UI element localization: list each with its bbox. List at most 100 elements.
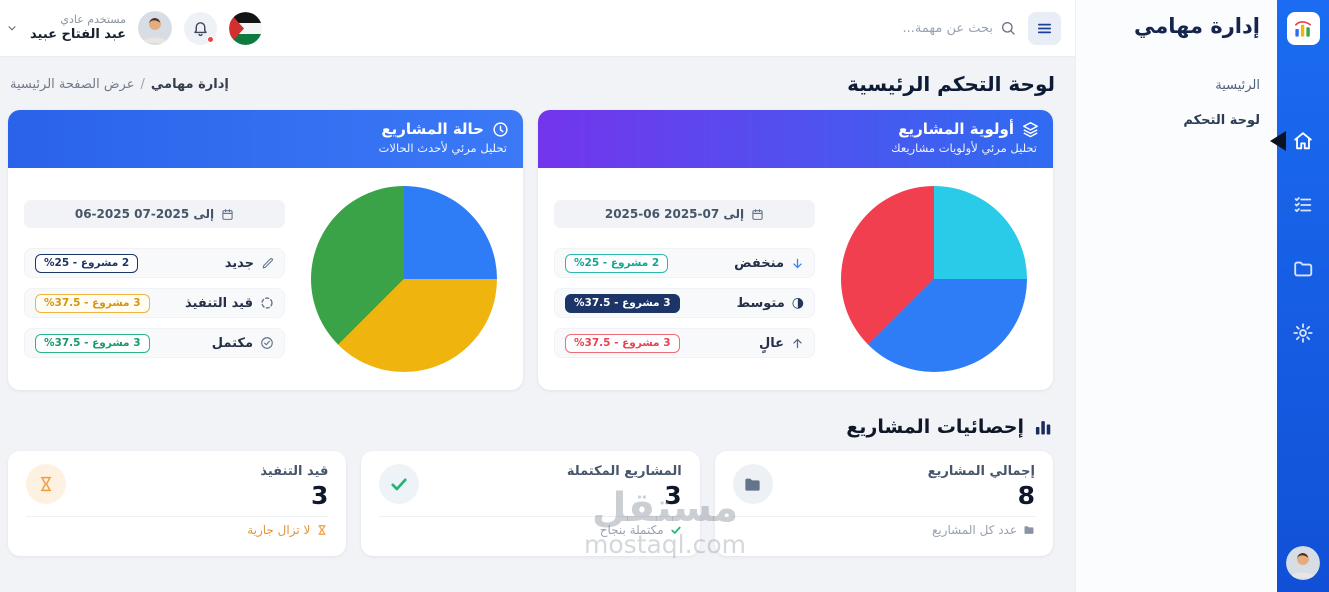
user-name: عبد الفتاح عبيد xyxy=(30,26,127,42)
status-pie-chart xyxy=(311,186,497,372)
icon-rail xyxy=(1270,0,1329,592)
status-date-text: 06-2025 إلى 2025-07 xyxy=(74,207,215,221)
topbar: مستخدم عادي عبد الفتاح عبيد xyxy=(0,0,1075,57)
menu-button[interactable] xyxy=(1028,11,1061,45)
legend-label: عالٍ xyxy=(758,335,784,351)
priority-date-range: 2025-06 إلى 07-2025 xyxy=(554,200,815,228)
active-page-pointer-icon xyxy=(1270,131,1286,151)
clock-icon xyxy=(492,121,509,138)
logo-chart-icon xyxy=(1292,18,1314,40)
stat-footer-text: مكتملة بنجاح xyxy=(599,523,664,537)
search-box xyxy=(881,20,1016,36)
stat-value: 8 xyxy=(1017,481,1035,510)
priority-legend: 2025-06 إلى 07-2025 منخفض 2 مشروع - 25% xyxy=(554,182,815,358)
legend-label: متوسط xyxy=(736,295,785,311)
hourglass-small-icon xyxy=(316,524,328,536)
language-flag-button[interactable] xyxy=(229,11,263,45)
legend-badge: 3 مشروع - 37.5% xyxy=(565,293,680,313)
priority-pie-chart xyxy=(841,186,1027,372)
folder-small-icon xyxy=(1023,524,1035,536)
priority-pie-wrap xyxy=(831,182,1037,372)
spinner-icon xyxy=(260,296,274,310)
projects-folder-icon[interactable] xyxy=(1291,257,1315,281)
status-card: حالة المشاريع تحليل مرئي لأحدث الحالات 0… xyxy=(8,110,523,390)
search-input[interactable] xyxy=(881,20,993,36)
legend-label: منخفض xyxy=(734,255,784,271)
app-logo[interactable] xyxy=(1286,12,1320,45)
main-content: مستخدم عادي عبد الفتاح عبيد لوحة التحكم … xyxy=(0,0,1075,559)
legend-row-medium: ◑ متوسط 3 مشروع - 37.5% xyxy=(554,288,815,318)
stat-value: 3 xyxy=(664,481,682,510)
divider xyxy=(379,516,682,517)
legend-label: مكتمل xyxy=(211,335,253,351)
page-header-row: لوحة التحكم الرئيسية إدارة مهامي / عرض الص… xyxy=(0,57,1075,104)
stats-section-heading: إحصائيات المشاريع xyxy=(0,390,1075,451)
legend-row-high: عالٍ 3 مشروع - 37.5% xyxy=(554,328,815,358)
panel-nav: الرئيسية لوحة التحكم xyxy=(1076,68,1277,138)
stat-card-completed: المشاريع المكتملة 3 مكتملة بنجاح xyxy=(361,451,700,556)
stat-card-inprogress: قيد التنفيذ 3 لا تزال جارية xyxy=(8,451,347,556)
stat-footer: لا تزال جارية xyxy=(26,523,328,537)
breadcrumb-page[interactable]: عرض الصفحة الرئيسية xyxy=(10,76,135,92)
check-icon xyxy=(379,464,420,504)
home-icon[interactable] xyxy=(1291,129,1315,153)
status-card-subtitle: تحليل مرئي لأحدث الحالات xyxy=(378,141,507,155)
status-date-range: 06-2025 إلى 2025-07 xyxy=(24,200,285,228)
breadcrumb-app[interactable]: إدارة مهامي xyxy=(150,76,229,92)
stats-heading-text: إحصائيات المشاريع xyxy=(846,416,1024,438)
hourglass-icon xyxy=(26,464,67,504)
legend-badge: 3 مشروع - 37.5% xyxy=(35,333,150,353)
priority-card-title: أولوية المشاريع xyxy=(898,120,1014,138)
stat-cards-row: إجمالي المشاريع 8 عدد كل المشاريع المشار… xyxy=(0,451,1075,556)
calendar-icon xyxy=(751,208,764,221)
search-icon[interactable] xyxy=(1000,20,1016,36)
stat-value: 3 xyxy=(310,481,329,510)
priority-card-subtitle: تحليل مرئي لأولويات مشاريعك xyxy=(891,141,1037,155)
calendar-icon xyxy=(221,208,234,221)
legend-label: جديد xyxy=(224,255,254,271)
user-role: مستخدم عادي xyxy=(60,13,127,26)
status-legend: 06-2025 إلى 2025-07 جديد 2 مشروع - 25% xyxy=(24,182,285,358)
side-panel: إدارة مهامي الرئيسية لوحة التحكم xyxy=(1075,0,1277,592)
legend-badge: 3 مشروع - 37.5% xyxy=(565,333,680,353)
hamburger-icon xyxy=(1036,20,1053,37)
legend-row-inprogress: قيد التنفيذ 3 مشروع - 37.5% xyxy=(24,288,285,318)
pencil-icon xyxy=(261,257,274,270)
legend-badge: 2 مشروع - 25% xyxy=(35,253,139,273)
stat-footer-text: عدد كل المشاريع xyxy=(931,523,1017,537)
legend-row-low: منخفض 2 مشروع - 25% xyxy=(554,248,815,278)
analytics-cards-row: أولوية المشاريع تحليل مرئي لأولويات مشار… xyxy=(0,104,1075,390)
gear-icon[interactable] xyxy=(1291,321,1315,345)
sidebar-item-home[interactable]: الرئيسية xyxy=(1215,78,1260,93)
page-title: لوحة التحكم الرئيسية xyxy=(847,72,1055,96)
user-menu[interactable]: مستخدم عادي عبد الفتاح عبيد xyxy=(30,13,126,43)
layers-icon xyxy=(1022,121,1039,138)
tasks-list-icon[interactable] xyxy=(1291,193,1315,217)
divider xyxy=(732,516,1035,517)
palestine-flag-icon xyxy=(229,11,263,45)
sidebar-item-dashboard[interactable]: لوحة التحكم xyxy=(1183,113,1260,128)
legend-badge: 2 مشروع - 25% xyxy=(565,253,669,273)
priority-card-header: أولوية المشاريع تحليل مرئي لأولويات مشار… xyxy=(538,110,1053,168)
legend-row-completed: مكتمل 3 مشروع - 37.5% xyxy=(24,328,285,358)
stat-title: قيد التنفيذ xyxy=(260,464,329,479)
rail-nav xyxy=(1291,129,1315,345)
notifications-button[interactable] xyxy=(184,11,218,45)
folder-icon xyxy=(732,464,773,504)
divider xyxy=(26,516,329,517)
stat-footer: عدد كل المشاريع xyxy=(733,523,1035,537)
legend-badge: 3 مشروع - 37.5% xyxy=(35,293,150,313)
check-circle-icon xyxy=(260,336,274,350)
notification-badge-dot xyxy=(207,35,215,43)
arrow-down-icon xyxy=(791,257,804,270)
check-small-icon xyxy=(670,524,682,536)
status-pie-wrap xyxy=(301,182,507,372)
user-avatar[interactable] xyxy=(138,11,173,45)
priority-card: أولوية المشاريع تحليل مرئي لأولويات مشار… xyxy=(538,110,1053,390)
breadcrumb: إدارة مهامي / عرض الصفحة الرئيسية xyxy=(10,77,229,92)
app-title: إدارة مهامي xyxy=(1134,14,1260,38)
status-card-title: حالة المشاريع xyxy=(381,120,484,138)
bar-chart-icon xyxy=(1033,417,1053,437)
stat-title: المشاريع المكتملة xyxy=(566,464,682,479)
rail-user-avatar[interactable] xyxy=(1286,546,1320,580)
